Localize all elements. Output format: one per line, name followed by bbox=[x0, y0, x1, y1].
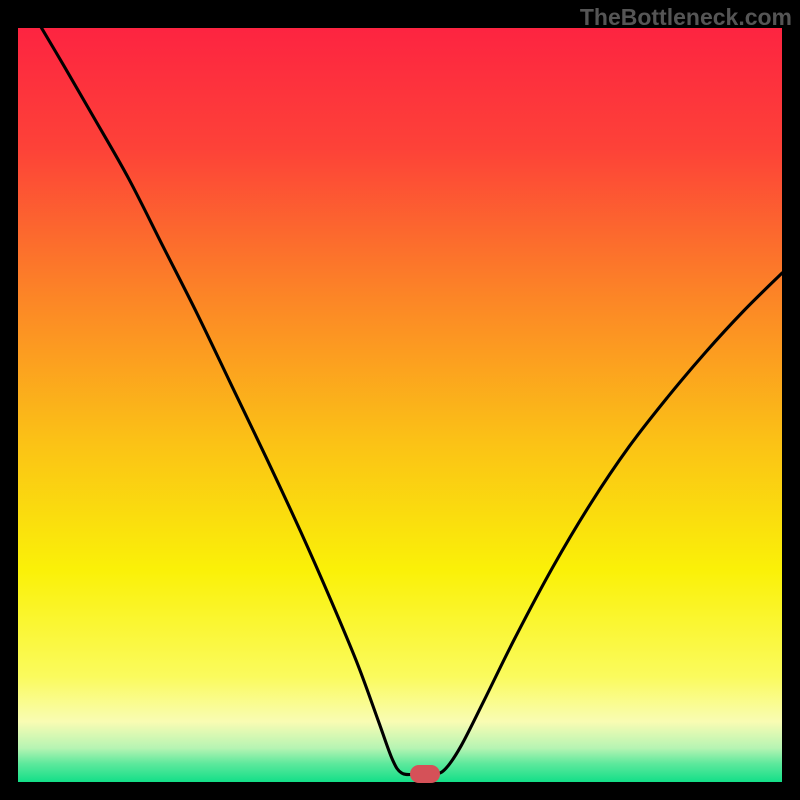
bottleneck-curve bbox=[18, 28, 782, 782]
plot-area bbox=[18, 28, 782, 782]
optimum-marker bbox=[410, 765, 440, 783]
watermark-text: TheBottleneck.com bbox=[580, 4, 792, 31]
